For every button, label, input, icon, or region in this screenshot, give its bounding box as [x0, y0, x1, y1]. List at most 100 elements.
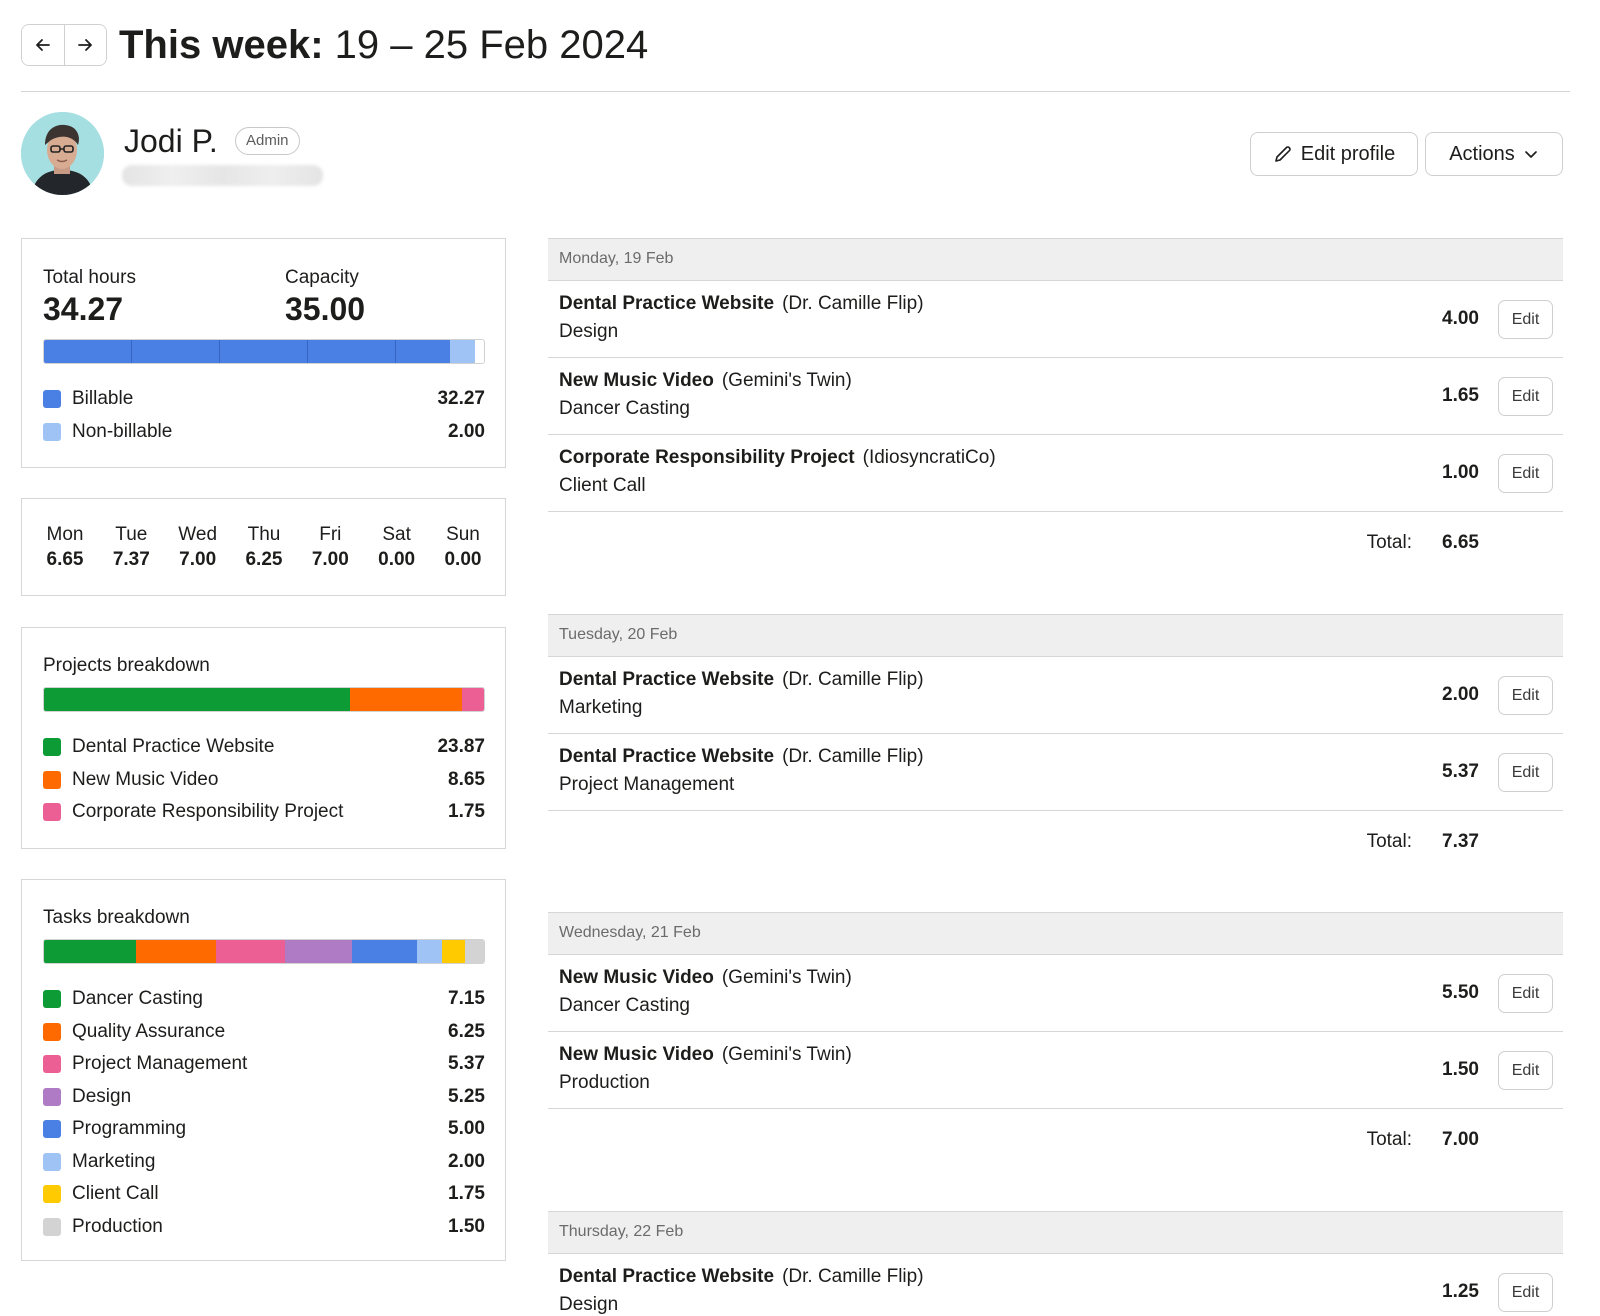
- chevron-down-icon: [1524, 151, 1537, 158]
- billable-swatch: [43, 390, 61, 409]
- tasks-swatch: [43, 990, 61, 1009]
- tasks-legend-value: 2.00: [448, 1150, 485, 1172]
- edit-entry-button[interactable]: Edit: [1498, 753, 1553, 792]
- entry-project: Dental Practice Website (Dr. Camille Flip…: [559, 669, 924, 691]
- tasks-legend-item: Quality Assurance 6.25: [43, 1016, 485, 1049]
- entry-task-name: Client Call: [559, 475, 646, 496]
- entry-project-name: Dental Practice Website: [559, 1266, 775, 1287]
- non-billable-value: 2.00: [448, 420, 485, 442]
- day-section: Thursday, 22 Feb Dental Practice Website (…: [548, 1211, 1563, 1316]
- week-nav: [21, 24, 107, 66]
- projects-legend-value: 1.75: [448, 801, 485, 823]
- time-entry-row: Dental Practice Website (Dr. Camille Flip…: [548, 734, 1563, 811]
- tasks-legend-item: Marketing 2.00: [43, 1146, 485, 1179]
- entry-project-name: Dental Practice Website: [559, 669, 775, 690]
- day-hours: 7.00: [311, 549, 349, 570]
- projects-legend: Dental Practice Website 23.87 New Music Vi…: [43, 731, 485, 829]
- entry-project: New Music Video (Gemini's Twin): [559, 967, 852, 989]
- day-total-row: Total: 7.37: [548, 811, 1563, 873]
- tasks-bar-segment: [284, 940, 353, 963]
- tasks-swatch: [43, 1185, 61, 1204]
- entry-task-name: Design: [559, 1294, 619, 1315]
- avatar: [21, 112, 104, 195]
- prev-week-button[interactable]: [22, 25, 64, 65]
- day-hours: 7.37: [112, 549, 150, 570]
- user-name: Jodi P.: [124, 123, 218, 159]
- entry-project-name: New Music Video: [559, 370, 714, 391]
- edit-entry-button[interactable]: Edit: [1498, 1273, 1553, 1312]
- day-total-label: Total:: [1366, 831, 1412, 852]
- day-total-label: Total:: [1366, 1129, 1412, 1150]
- time-entry-row: Corporate Responsibility Project (Idiosyn…: [548, 435, 1563, 512]
- week-range: 19 – 25 Feb 2024: [334, 23, 649, 67]
- projects-bar-segment: [44, 688, 351, 711]
- entry-task-name: Design: [559, 321, 619, 342]
- projects-swatch: [43, 803, 61, 822]
- edit-entry-button[interactable]: Edit: [1498, 454, 1553, 493]
- day-section: Wednesday, 21 Feb New Music Video (Gemini'…: [548, 912, 1563, 1171]
- day-name: Thu: [247, 524, 281, 545]
- projects-breakdown-title: Projects breakdown: [43, 655, 210, 676]
- projects-legend-item: Dental Practice Website 23.87: [43, 731, 485, 764]
- role-badge: Admin: [235, 127, 300, 155]
- projects-breakdown-bar: [43, 687, 485, 712]
- hours-summary-card: Total hours 34.27 Capacity 35.00 Billabl…: [21, 238, 506, 468]
- tasks-legend-item: Programming 5.00: [43, 1113, 485, 1146]
- projects-legend-label: New Music Video: [72, 768, 219, 790]
- edit-entry-button[interactable]: Edit: [1498, 300, 1553, 339]
- edit-entry-button[interactable]: Edit: [1498, 1051, 1553, 1090]
- actions-dropdown[interactable]: Actions: [1425, 132, 1563, 176]
- tasks-swatch: [43, 1022, 61, 1041]
- tasks-legend-label: Production: [72, 1215, 163, 1237]
- tasks-legend-label: Client Call: [72, 1183, 159, 1205]
- projects-breakdown-card: Projects breakdown Dental Practice Websi…: [21, 627, 506, 849]
- billable-segment: [44, 340, 450, 363]
- tasks-legend-item: Design 5.25: [43, 1081, 485, 1114]
- edit-profile-button[interactable]: Edit profile: [1250, 132, 1418, 176]
- edit-entry-button[interactable]: Edit: [1498, 974, 1553, 1013]
- day-hours: 6.65: [46, 549, 84, 570]
- day-column-wed: Wed 7.00: [176, 523, 220, 573]
- entry-hours: 4.00: [1442, 308, 1479, 329]
- entry-client-name: (Gemini's Twin): [721, 967, 852, 988]
- legend-item-billable: Billable 32.27: [43, 383, 485, 416]
- entry-project: Corporate Responsibility Project (Idiosyn…: [559, 447, 996, 469]
- total-hours-value: 34.27: [43, 291, 124, 327]
- non-billable-label: Non-billable: [72, 420, 173, 442]
- entry-project-name: New Music Video: [559, 1044, 714, 1065]
- legend-item-non-billable: Non-billable 2.00: [43, 416, 485, 449]
- tasks-bar-segment: [442, 940, 465, 963]
- tasks-legend-label: Marketing: [72, 1150, 156, 1172]
- daily-hours-row: Mon 6.65 Tue 7.37 Wed 7.00 Thu 6.25 Fri 7.00 Sat 0.…: [43, 523, 485, 573]
- tasks-legend-value: 5.25: [448, 1085, 485, 1107]
- capacity-label: Capacity: [285, 267, 359, 288]
- entry-hours: 1.00: [1442, 462, 1479, 483]
- time-entry-row: New Music Video (Gemini's Twin) Dancer Cas…: [548, 955, 1563, 1032]
- projects-bar-segment: [461, 688, 484, 711]
- tasks-legend-value: 5.37: [448, 1053, 485, 1075]
- tasks-legend-label: Quality Assurance: [72, 1020, 226, 1042]
- entry-client-name: (Dr. Camille Flip): [782, 669, 924, 690]
- entry-project: New Music Video (Gemini's Twin): [559, 1044, 852, 1066]
- entry-project-name: Corporate Responsibility Project: [559, 447, 855, 468]
- next-week-button[interactable]: [63, 25, 106, 65]
- tasks-breakdown-card: Tasks breakdown Dancer Casting 7.15 Qualit…: [21, 879, 506, 1261]
- tasks-breakdown-bar: [43, 939, 485, 964]
- edit-entry-button[interactable]: Edit: [1498, 377, 1553, 416]
- projects-legend-item: New Music Video 8.65: [43, 764, 485, 797]
- entry-hours: 1.25: [1442, 1281, 1479, 1302]
- day-section: Tuesday, 20 Feb Dental Practice Website (D…: [548, 614, 1563, 873]
- tasks-swatch: [43, 1087, 61, 1106]
- day-total-row: Total: 6.65: [548, 512, 1563, 574]
- entry-project: Dental Practice Website (Dr. Camille Flip…: [559, 746, 924, 768]
- day-total-value: 7.37: [1442, 831, 1479, 852]
- edit-entry-button[interactable]: Edit: [1498, 676, 1553, 715]
- page-header: This week: 19 – 25 Feb 2024: [21, 22, 1570, 92]
- entry-project-name: New Music Video: [559, 967, 714, 988]
- non-billable-swatch: [43, 422, 61, 441]
- tasks-legend: Dancer Casting 7.15 Quality Assurance 6.25 P…: [43, 983, 485, 1243]
- day-header: Wednesday, 21 Feb: [548, 912, 1563, 955]
- entry-hours: 5.37: [1442, 761, 1479, 782]
- tasks-legend-value: 6.25: [448, 1020, 485, 1042]
- tasks-bar-segment: [44, 940, 136, 963]
